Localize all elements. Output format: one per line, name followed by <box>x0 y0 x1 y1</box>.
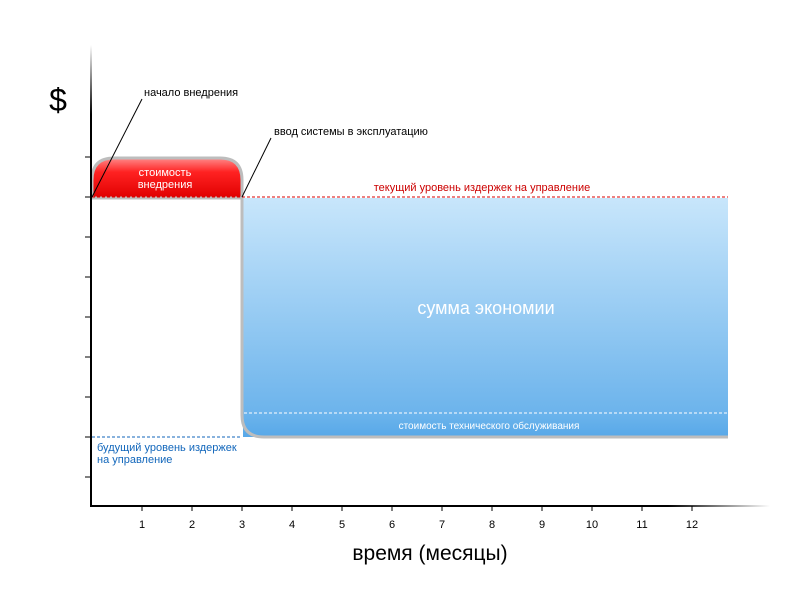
x-axis-ticks: 1 2 3 4 5 6 7 8 9 10 11 12 <box>139 506 698 531</box>
x-tick-label: 12 <box>686 519 698 531</box>
x-tick-label: 4 <box>289 519 295 531</box>
x-tick-label: 1 <box>139 519 145 531</box>
x-tick-label: 3 <box>239 519 245 531</box>
implementation-cost-area <box>90 156 244 200</box>
current-level-label: текущий уровень издержек на управление <box>374 182 591 194</box>
maintenance-label: стоимость технического обслуживания <box>399 420 580 432</box>
implementation-cost-label-line1: стоимость <box>139 167 192 179</box>
x-axis-label: время (месяцы) <box>352 542 507 565</box>
x-tick-label: 8 <box>489 519 495 531</box>
x-tick-label: 11 <box>636 519 647 531</box>
y-axis-ticks <box>85 156 90 478</box>
x-tick-label: 10 <box>586 519 598 531</box>
savings-area-border <box>240 198 728 439</box>
x-tick-label: 6 <box>389 519 395 531</box>
x-tick-label: 9 <box>539 519 545 531</box>
maintenance-cost-band <box>243 414 728 437</box>
x-tick-label: 5 <box>339 519 345 531</box>
savings-label: сумма экономии <box>417 298 554 318</box>
launch-annotation: ввод системы в эксплуатацию <box>274 126 428 138</box>
y-axis-label: $ <box>49 82 67 118</box>
y-axis <box>90 45 92 507</box>
x-tick-label: 2 <box>189 519 195 531</box>
implementation-cost-label-line2: внедрения <box>138 179 193 191</box>
future-level-label-line2: на управление <box>97 454 172 466</box>
start-annotation: начало внедрения <box>144 87 238 99</box>
future-level-label-line1: будущий уровень издержек <box>97 442 237 454</box>
x-tick-label: 7 <box>439 519 445 531</box>
start-leader-line <box>91 98 143 198</box>
launch-leader-line <box>241 137 272 198</box>
x-axis <box>90 505 770 507</box>
savings-area <box>242 198 728 437</box>
